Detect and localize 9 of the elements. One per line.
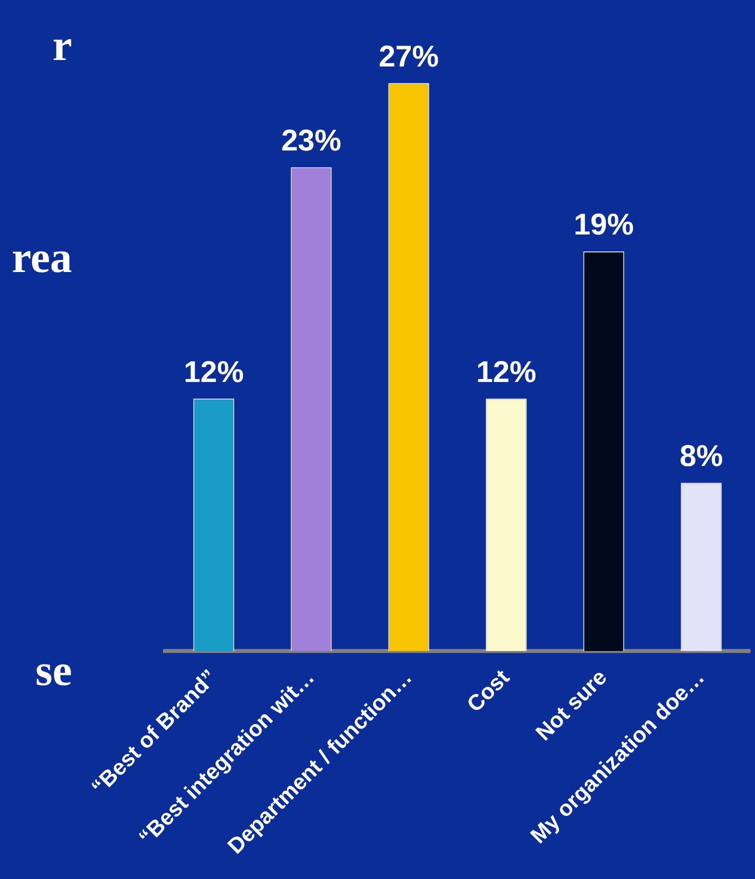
data-label: 23% bbox=[281, 124, 342, 158]
data-label: 8% bbox=[680, 440, 723, 474]
text: se bbox=[35, 646, 72, 695]
data-label: 12% bbox=[476, 356, 536, 389]
text: r bbox=[52, 21, 72, 70]
data-label: 27% bbox=[378, 40, 439, 74]
data-label: 19% bbox=[574, 208, 634, 242]
data-label: 12% bbox=[184, 356, 244, 389]
text: rea bbox=[12, 233, 72, 282]
